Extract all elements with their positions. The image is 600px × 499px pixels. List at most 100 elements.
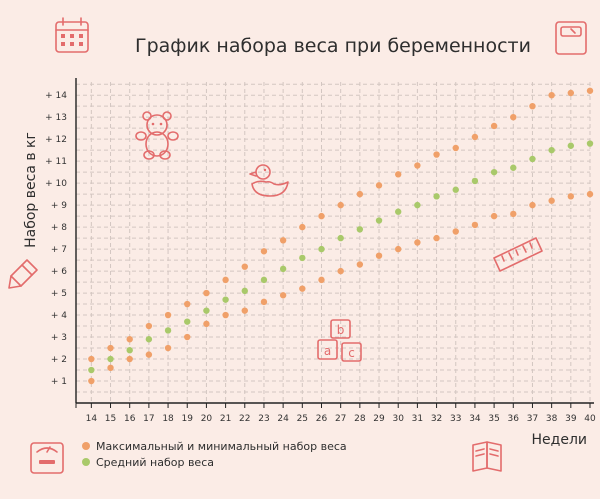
x-tick-label: 30 [392,414,404,424]
data-point-average [260,276,268,284]
data-point-average [433,193,440,200]
data-point-minmax [107,364,114,372]
data-point-minmax [529,201,536,209]
data-point-minmax [318,276,325,284]
data-points [88,87,594,385]
data-point-average [88,366,95,374]
data-point-average [356,226,364,233]
data-point-minmax [318,212,325,220]
data-point-minmax [356,261,364,268]
data-point-minmax [490,122,498,130]
data-point-minmax [433,151,440,158]
data-point-average [299,254,306,262]
data-point-minmax [395,171,402,178]
data-point-minmax [452,144,459,152]
data-point-minmax [567,193,575,200]
data-point-minmax [375,252,383,259]
ruler-icon [493,237,543,272]
y-tick-label: + 4 [51,311,67,321]
data-point-average [529,155,536,163]
x-tick-label: 19 [182,414,194,424]
data-point-average [203,307,210,314]
data-point-average [145,336,153,343]
data-point-minmax [184,333,191,341]
data-point-minmax [356,190,364,198]
data-point-average [490,168,498,176]
data-point-average [279,265,287,273]
legend-swatch-minmax [82,442,90,450]
scale-icon [555,21,587,55]
data-point-minmax [414,162,421,169]
data-point-minmax [510,210,517,218]
x-tick-label: 14 [86,414,98,424]
data-point-minmax [452,228,459,235]
data-point-minmax [548,197,555,204]
x-tick-label: 34 [469,414,481,424]
x-tick-label: 22 [239,414,250,424]
data-point-average [510,164,517,171]
y-tick-label: + 8 [51,223,67,233]
svg-text:a: a [324,344,331,358]
data-point-minmax [337,201,344,209]
data-point-average [395,208,402,215]
x-tick-label: 21 [220,414,231,424]
pencil-icon [8,259,38,289]
x-tick-label: 32 [431,414,442,424]
data-point-minmax [145,322,153,330]
y-tick-label: + 6 [51,267,67,277]
x-tick-label: 23 [258,414,269,424]
data-point-minmax [586,190,594,198]
data-point-minmax [471,221,479,229]
svg-text:c: c [348,346,355,360]
y-tick-label: + 1 [51,377,67,387]
y-tick-label: + 2 [51,355,67,365]
data-point-minmax [490,212,498,220]
data-point-minmax [433,234,440,242]
data-point-minmax [164,344,172,352]
grid [76,82,591,403]
data-point-minmax [222,276,229,284]
legend-label-minmax: Максимальный и минимальный набор веса [96,440,347,453]
legend-swatch-average [82,458,90,466]
y-tick-label: + 11 [45,157,67,167]
data-point-minmax [395,245,402,253]
x-axis-label: Недели [532,432,587,448]
data-point-minmax [241,263,248,270]
x-tick-label: 37 [527,414,538,424]
x-tick-label: 40 [584,414,596,424]
bathroom-scale-icon [30,442,64,474]
data-point-average [107,355,114,363]
data-point-average [318,245,325,253]
data-point-minmax [414,239,421,246]
x-tick-label: 25 [297,414,308,424]
data-point-average [567,142,575,149]
book-icon [472,441,502,472]
x-tick-label: 24 [277,414,289,424]
x-tick-label: 36 [508,414,520,424]
data-point-average [471,177,479,185]
y-tick-label: + 10 [45,179,67,189]
x-tick-label: 16 [124,414,136,424]
data-point-average [337,234,344,242]
y-tick-label: + 5 [51,289,67,299]
data-point-minmax [529,102,536,110]
axes [75,78,594,408]
data-point-minmax [203,320,210,328]
data-point-minmax [471,133,479,141]
data-point-minmax [279,292,287,299]
legend-label-average: Средний набор веса [96,456,214,469]
y-tick-label: + 12 [45,135,67,145]
x-tick-label: 15 [105,414,116,424]
data-point-minmax [145,351,153,358]
data-point-minmax [510,113,517,121]
data-point-minmax [260,298,268,306]
svg-text:b: b [337,323,345,337]
y-tick-labels: + 1 + 2 + 3 + 4 + 5 + 6 + 7 + 8 + 9 + 10 + 11 + 12 +… [45,91,67,387]
data-point-minmax [299,223,306,231]
rubber-duck-icon [249,164,289,197]
data-point-minmax [88,377,95,385]
data-point-minmax [184,300,191,308]
data-point-minmax [337,267,344,275]
data-point-average [126,347,133,354]
